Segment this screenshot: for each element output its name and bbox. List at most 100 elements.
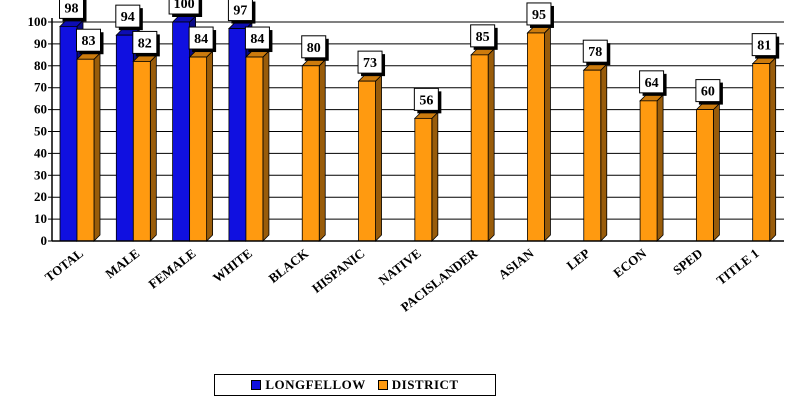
bar-front-longfellow-male — [115, 34, 134, 242]
bar-front-district-black — [301, 65, 320, 242]
category-label-sped: SPED — [670, 246, 705, 278]
bars — [59, 15, 777, 242]
data-label-box-district-econ — [639, 70, 665, 94]
data-label-longfellow-female: 100 — [168, 0, 203, 17]
bar-district-pacislander — [470, 47, 496, 242]
data-label-box-district-female — [188, 26, 214, 50]
category-label-asian: ASIAN — [495, 245, 537, 282]
data-label-longfellow-male: 94 — [115, 4, 143, 31]
y-tick-label-60: 60 — [34, 102, 47, 117]
legend-entry-district: DISTRICT — [377, 377, 459, 393]
data-label-text-district-econ: 64 — [645, 76, 659, 91]
bar-front-district-male — [132, 61, 151, 242]
data-label-district-male: 82 — [132, 30, 160, 57]
data-label-text-district-asian: 95 — [532, 8, 546, 23]
legend-label-longfellow: LONGFELLOW — [265, 377, 366, 392]
bar-district-asian — [526, 25, 552, 242]
y-tick-label-80: 80 — [34, 58, 47, 73]
y-tick-label-50: 50 — [34, 124, 47, 139]
bar-front-district-asian — [527, 32, 545, 242]
data-label-box-district-total — [76, 28, 101, 52]
bar-side-district-female — [206, 50, 214, 242]
data-label-text-longfellow-female: 100 — [174, 0, 195, 12]
data-label-box-longfellow-white — [227, 0, 253, 22]
data-label-text-district-hispanic: 73 — [363, 56, 377, 71]
bar-district-sped — [695, 102, 721, 242]
data-label-box-longfellow-female — [168, 0, 200, 15]
data-label-district-native: 56 — [413, 87, 442, 114]
bar-front-district-sped — [695, 109, 714, 242]
category-label-white: WHITE — [210, 246, 255, 286]
bar-front-longfellow-white — [228, 28, 247, 242]
category-label-title-1: TITLE 1 — [713, 246, 761, 288]
legend-swatch-longfellow — [251, 380, 262, 390]
data-label-district-title-1: 81 — [751, 33, 780, 59]
legend-swatch-district — [377, 380, 388, 390]
bar-side-district-econ — [656, 93, 664, 242]
data-label-district-female: 84 — [188, 26, 217, 53]
category-label-female: FEMALE — [146, 246, 199, 292]
category-label-econ: ECON — [610, 245, 649, 280]
bar-district-black — [301, 58, 327, 242]
data-label-text-district-male: 82 — [138, 36, 152, 51]
data-label-box-longfellow-total — [59, 0, 84, 19]
data-label-district-pacislander: 85 — [470, 24, 498, 50]
bar-side-district-white — [262, 50, 270, 242]
bar-district-title-1 — [751, 56, 777, 242]
data-label-district-lep: 78 — [582, 39, 611, 66]
category-label-hispanic: HISPANIC — [309, 246, 368, 296]
bar-chart: 0 10 20 30 40 50 60 70 80 90 100 TOTAL MALE FEMALE WHI… — [28, 0, 784, 315]
bar-district-white — [244, 50, 270, 242]
data-label-text-district-pacislander: 85 — [476, 30, 490, 45]
y-tick-label-90: 90 — [34, 36, 47, 51]
category-label-native: NATIVE — [376, 246, 424, 288]
data-label-box-district-black — [301, 35, 327, 59]
bar-side-district-sped — [712, 102, 720, 242]
bar-front-district-pacislander — [470, 54, 489, 242]
bar-district-lep — [582, 63, 608, 242]
bar-side-district-native — [431, 111, 439, 242]
bar-side-district-pacislander — [487, 47, 495, 242]
bar-front-district-title-1 — [752, 63, 771, 242]
data-label-text-district-black: 80 — [307, 41, 321, 56]
bar-front-district-native — [414, 117, 433, 242]
category-label-male: MALE — [102, 246, 142, 282]
data-label-box-longfellow-male — [115, 4, 141, 28]
bar-front-longfellow-female — [172, 21, 191, 242]
data-label-box-district-hispanic — [357, 50, 383, 74]
y-tick-label-100: 100 — [28, 14, 48, 29]
data-label-district-black: 80 — [301, 35, 329, 61]
legend-label-district: DISTRICT — [391, 377, 459, 392]
data-label-longfellow-white: 97 — [227, 0, 256, 24]
y-tick-label-30: 30 — [34, 167, 47, 182]
bar-side-district-hispanic — [375, 74, 382, 242]
bar-district-female — [188, 50, 214, 242]
data-label-text-district-native: 56 — [419, 93, 433, 108]
bar-front-district-female — [189, 56, 208, 242]
data-label-text-district-white: 84 — [250, 32, 264, 47]
bar-front-district-econ — [639, 100, 658, 242]
y-tick-label-20: 20 — [34, 189, 47, 204]
data-label-district-asian: 95 — [526, 2, 554, 28]
data-label-box-district-asian — [526, 2, 552, 26]
data-label-longfellow-total: 98 — [59, 0, 87, 22]
bar-front-longfellow-total — [59, 25, 78, 242]
bar-side-district-black — [318, 58, 326, 242]
data-label-district-hispanic: 73 — [357, 50, 386, 77]
bar-side-district-title-1 — [769, 56, 777, 242]
legend: LONGFELLOW DISTRICT — [214, 374, 496, 396]
y-tick-label-0: 0 — [41, 233, 48, 248]
data-label-district-white: 84 — [244, 26, 273, 53]
data-label-text-district-sped: 60 — [701, 85, 715, 100]
data-label-text-district-lep: 78 — [588, 45, 602, 60]
category-label-lep: LEP — [564, 246, 593, 273]
data-label-text-longfellow-male: 94 — [121, 10, 135, 25]
legend-entry-longfellow: LONGFELLOW — [251, 377, 365, 393]
data-label-box-district-title-1 — [751, 33, 777, 57]
category-label-total: TOTAL — [42, 245, 86, 284]
bar-side-district-lep — [600, 63, 608, 242]
data-label-box-district-white — [244, 26, 270, 50]
bar-front-district-white — [245, 56, 264, 242]
bar-side-district-asian — [544, 25, 551, 242]
